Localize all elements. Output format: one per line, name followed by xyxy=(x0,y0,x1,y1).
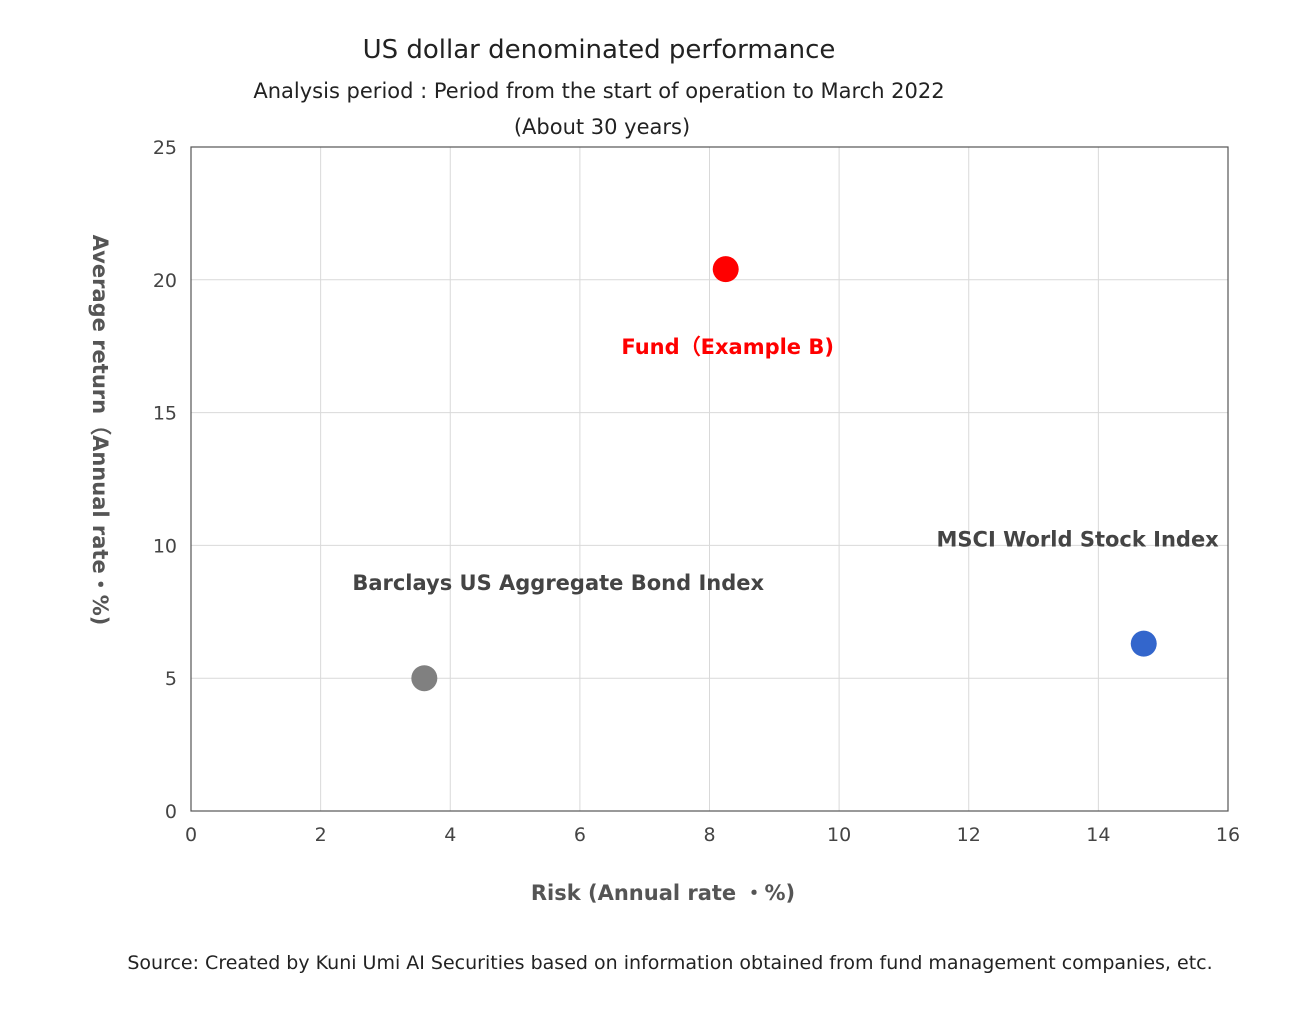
y-tick-label-2: 10 xyxy=(153,535,177,557)
data-point-1 xyxy=(411,665,438,692)
y-axis-label: Average return（Annual rate・%) xyxy=(88,235,112,626)
x-tick-label-4: 8 xyxy=(703,824,715,846)
y-tick-label-4: 20 xyxy=(153,270,177,292)
x-tick-label-7: 14 xyxy=(1086,824,1110,846)
chart-subtitle-line-1: Analysis period : Period from the start … xyxy=(253,79,944,103)
x-tick-label-8: 16 xyxy=(1216,824,1240,846)
source-note: Source: Created by Kuni Umi AI Securitie… xyxy=(127,952,1212,974)
y-tick-label-5: 25 xyxy=(153,137,177,159)
x-tick-label-3: 6 xyxy=(574,824,586,846)
data-points xyxy=(411,256,1157,692)
data-point-label-0: Fund（Example B) xyxy=(621,335,834,359)
data-point-0 xyxy=(712,256,739,283)
x-tick-label-1: 2 xyxy=(315,824,327,846)
x-tick-label-0: 0 xyxy=(185,824,197,846)
y-tick-label-0: 0 xyxy=(165,801,177,823)
chart-title: US dollar denominated performance xyxy=(363,35,836,65)
axis-ticks: 0 2 4 6 8 10 12 14 16 0 5 10 15 20 25 xyxy=(153,137,1240,846)
chart-subtitle-line-2: (About 30 years) xyxy=(514,115,690,139)
x-tick-label-2: 4 xyxy=(444,824,456,846)
plot-frame xyxy=(190,146,1229,812)
x-axis-label: Risk (Annual rate ・%) xyxy=(531,881,795,905)
x-tick-label-6: 12 xyxy=(957,824,981,846)
point-labels: Fund（Example B) Barclays US Aggregate Bon… xyxy=(352,335,1219,595)
data-point-2 xyxy=(1130,630,1157,657)
grid-lines xyxy=(191,147,1228,811)
x-tick-label-5: 10 xyxy=(827,824,851,846)
y-tick-label-3: 15 xyxy=(153,403,177,425)
y-tick-label-1: 5 xyxy=(165,668,177,690)
data-point-label-2: MSCI World Stock Index xyxy=(937,528,1220,552)
data-point-label-1: Barclays US Aggregate Bond Index xyxy=(352,571,764,595)
